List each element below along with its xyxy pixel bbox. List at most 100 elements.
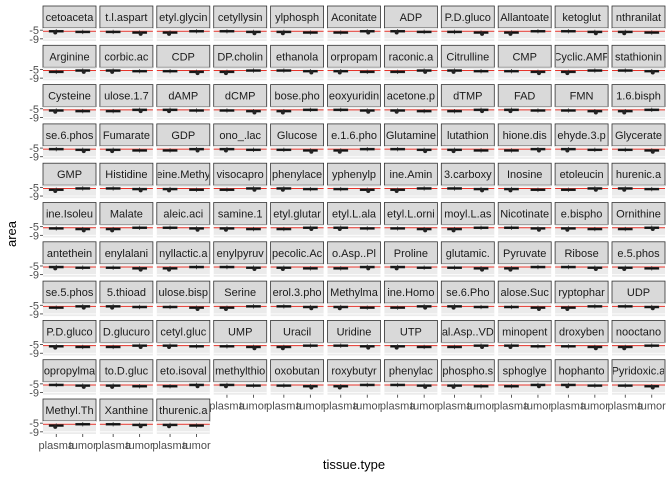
outlier-point <box>167 109 172 114</box>
facet-panel: nyllactic.a <box>156 241 211 277</box>
facet-panel: al.Asp..VD <box>440 319 495 356</box>
outlier-point <box>53 30 58 35</box>
facet-panel: Nicotinate <box>497 202 552 238</box>
outlier-point <box>394 189 399 194</box>
outlier-point <box>167 188 172 193</box>
facet-label: cetoaceta <box>46 12 95 24</box>
facet-panel: ryptophar <box>554 280 609 317</box>
facet-label: Ribose <box>564 248 598 260</box>
outlier-point <box>565 227 570 232</box>
outlier-point <box>366 189 371 194</box>
facet-panel: phospho.s <box>440 359 495 395</box>
facet-label: etyl.L.orni <box>387 209 435 221</box>
facet-label: UMP <box>228 326 252 338</box>
facet-label: Cysteine <box>48 91 91 103</box>
facet-panel: Arginine -5-9 <box>29 44 97 85</box>
y-tick-label: -5 <box>29 261 39 273</box>
facet-label: erol.3.pho <box>273 287 322 299</box>
y-axis-title: area <box>4 220 19 247</box>
facet-label: FMN <box>570 91 594 103</box>
facet-panel: yphenylp <box>327 162 381 199</box>
outlier-point <box>138 188 143 193</box>
facet-panel: 3.carboxy <box>440 162 495 199</box>
facet-panel: 5.thioad <box>99 280 154 317</box>
facet-panel: Uracil <box>270 319 325 356</box>
outlier-point <box>110 69 115 74</box>
facet-panel: GDP <box>156 123 211 159</box>
facet-label: cetyl.gluc <box>160 326 206 338</box>
outlier-point <box>536 227 541 232</box>
facet-panel: ine.Amin <box>383 162 438 199</box>
x-tick-label: plasma <box>39 440 75 452</box>
facet-label: phospho.s <box>442 366 493 378</box>
outlier-point <box>252 267 257 271</box>
facet-panel: Aconitate <box>327 5 381 41</box>
y-tick-label: -5 <box>29 25 39 37</box>
outlier-point <box>81 384 86 389</box>
facet-panel: P.D.gluco <box>440 5 495 41</box>
outlier-point <box>622 346 627 351</box>
facet-label: e.1.6.pho <box>331 130 377 142</box>
outlier-point <box>252 31 257 36</box>
x-tick-label: tumor <box>182 440 210 452</box>
facet-label: ryptophar <box>558 287 605 299</box>
outlier-point <box>309 149 314 154</box>
facet-label: 3.carboxy <box>444 169 492 181</box>
facet-label: orpropam <box>330 51 377 63</box>
facet-label: e.bispho <box>561 209 603 221</box>
x-tick-label: tumor <box>353 401 381 413</box>
facet-panel: Proline <box>383 241 438 277</box>
facet-panel: erol.3.pho <box>270 280 325 317</box>
facet-label: hurenic.a <box>616 169 662 181</box>
outlier-point <box>536 71 541 76</box>
outlier-point <box>110 149 115 154</box>
facet-panel: antethein -5-9 <box>29 241 97 282</box>
facet-label: UTP <box>400 326 422 338</box>
facet-panel: se.6.phos -5-9 <box>29 123 97 164</box>
facet-label: moyl.L.as <box>444 209 492 221</box>
facet-panel: etyl.glutar <box>270 202 325 238</box>
outlier-point <box>280 346 285 351</box>
outlier-point <box>565 384 570 389</box>
outlier-point <box>480 344 485 349</box>
outlier-point <box>223 148 228 153</box>
x-tick-label: tumor <box>69 440 97 452</box>
facet-label: Nicotinate <box>500 209 549 221</box>
facet-panel: opropylma -5-9 <box>29 359 97 400</box>
facet-panel: minopent <box>497 319 552 356</box>
outlier-point <box>337 306 342 311</box>
facet-panel: Glucose <box>270 123 325 159</box>
facet-panel: cetyl.gluc <box>156 319 211 356</box>
x-tick-label: plasma <box>608 401 644 413</box>
outlier-point <box>81 69 86 74</box>
facet-panel: Ribose <box>554 241 609 277</box>
facet-panel: etoleucin <box>554 162 609 199</box>
facet-label: Inosine <box>507 169 542 181</box>
facet-panel: ADP <box>383 5 438 41</box>
facet-panel: se.5.phos -5-9 <box>29 280 97 321</box>
outlier-point <box>565 71 570 76</box>
x-tick-label: plasma <box>266 401 302 413</box>
outlier-point <box>650 149 655 154</box>
outlier-point <box>508 267 513 272</box>
facet-label: ono_.lac <box>219 130 261 142</box>
outlier-point <box>650 70 655 75</box>
facet-label: enylalani <box>105 248 148 260</box>
outlier-point <box>110 384 115 389</box>
facet-label: dAMP <box>168 91 198 103</box>
facet-label: Citrulline <box>446 51 489 63</box>
facet-panel: Allantoate <box>497 5 552 41</box>
y-tick-label: -5 <box>29 340 39 352</box>
facet-panel: e.1.6.pho <box>327 123 381 159</box>
outlier-point <box>593 267 598 271</box>
outlier-point <box>622 31 627 36</box>
outlier-point <box>195 148 200 153</box>
facet-label: pecolic.Ac <box>272 248 323 260</box>
outlier-point <box>508 109 513 114</box>
facet-panel: Cysteine -5-9 <box>29 84 97 124</box>
facet-label: ethanola <box>276 51 319 63</box>
x-tick-label: plasma <box>380 401 416 413</box>
facet-label: antethein <box>47 248 92 260</box>
facet-panel: UMP <box>213 319 268 356</box>
facet-label: o.Asp..Pl <box>332 248 376 260</box>
